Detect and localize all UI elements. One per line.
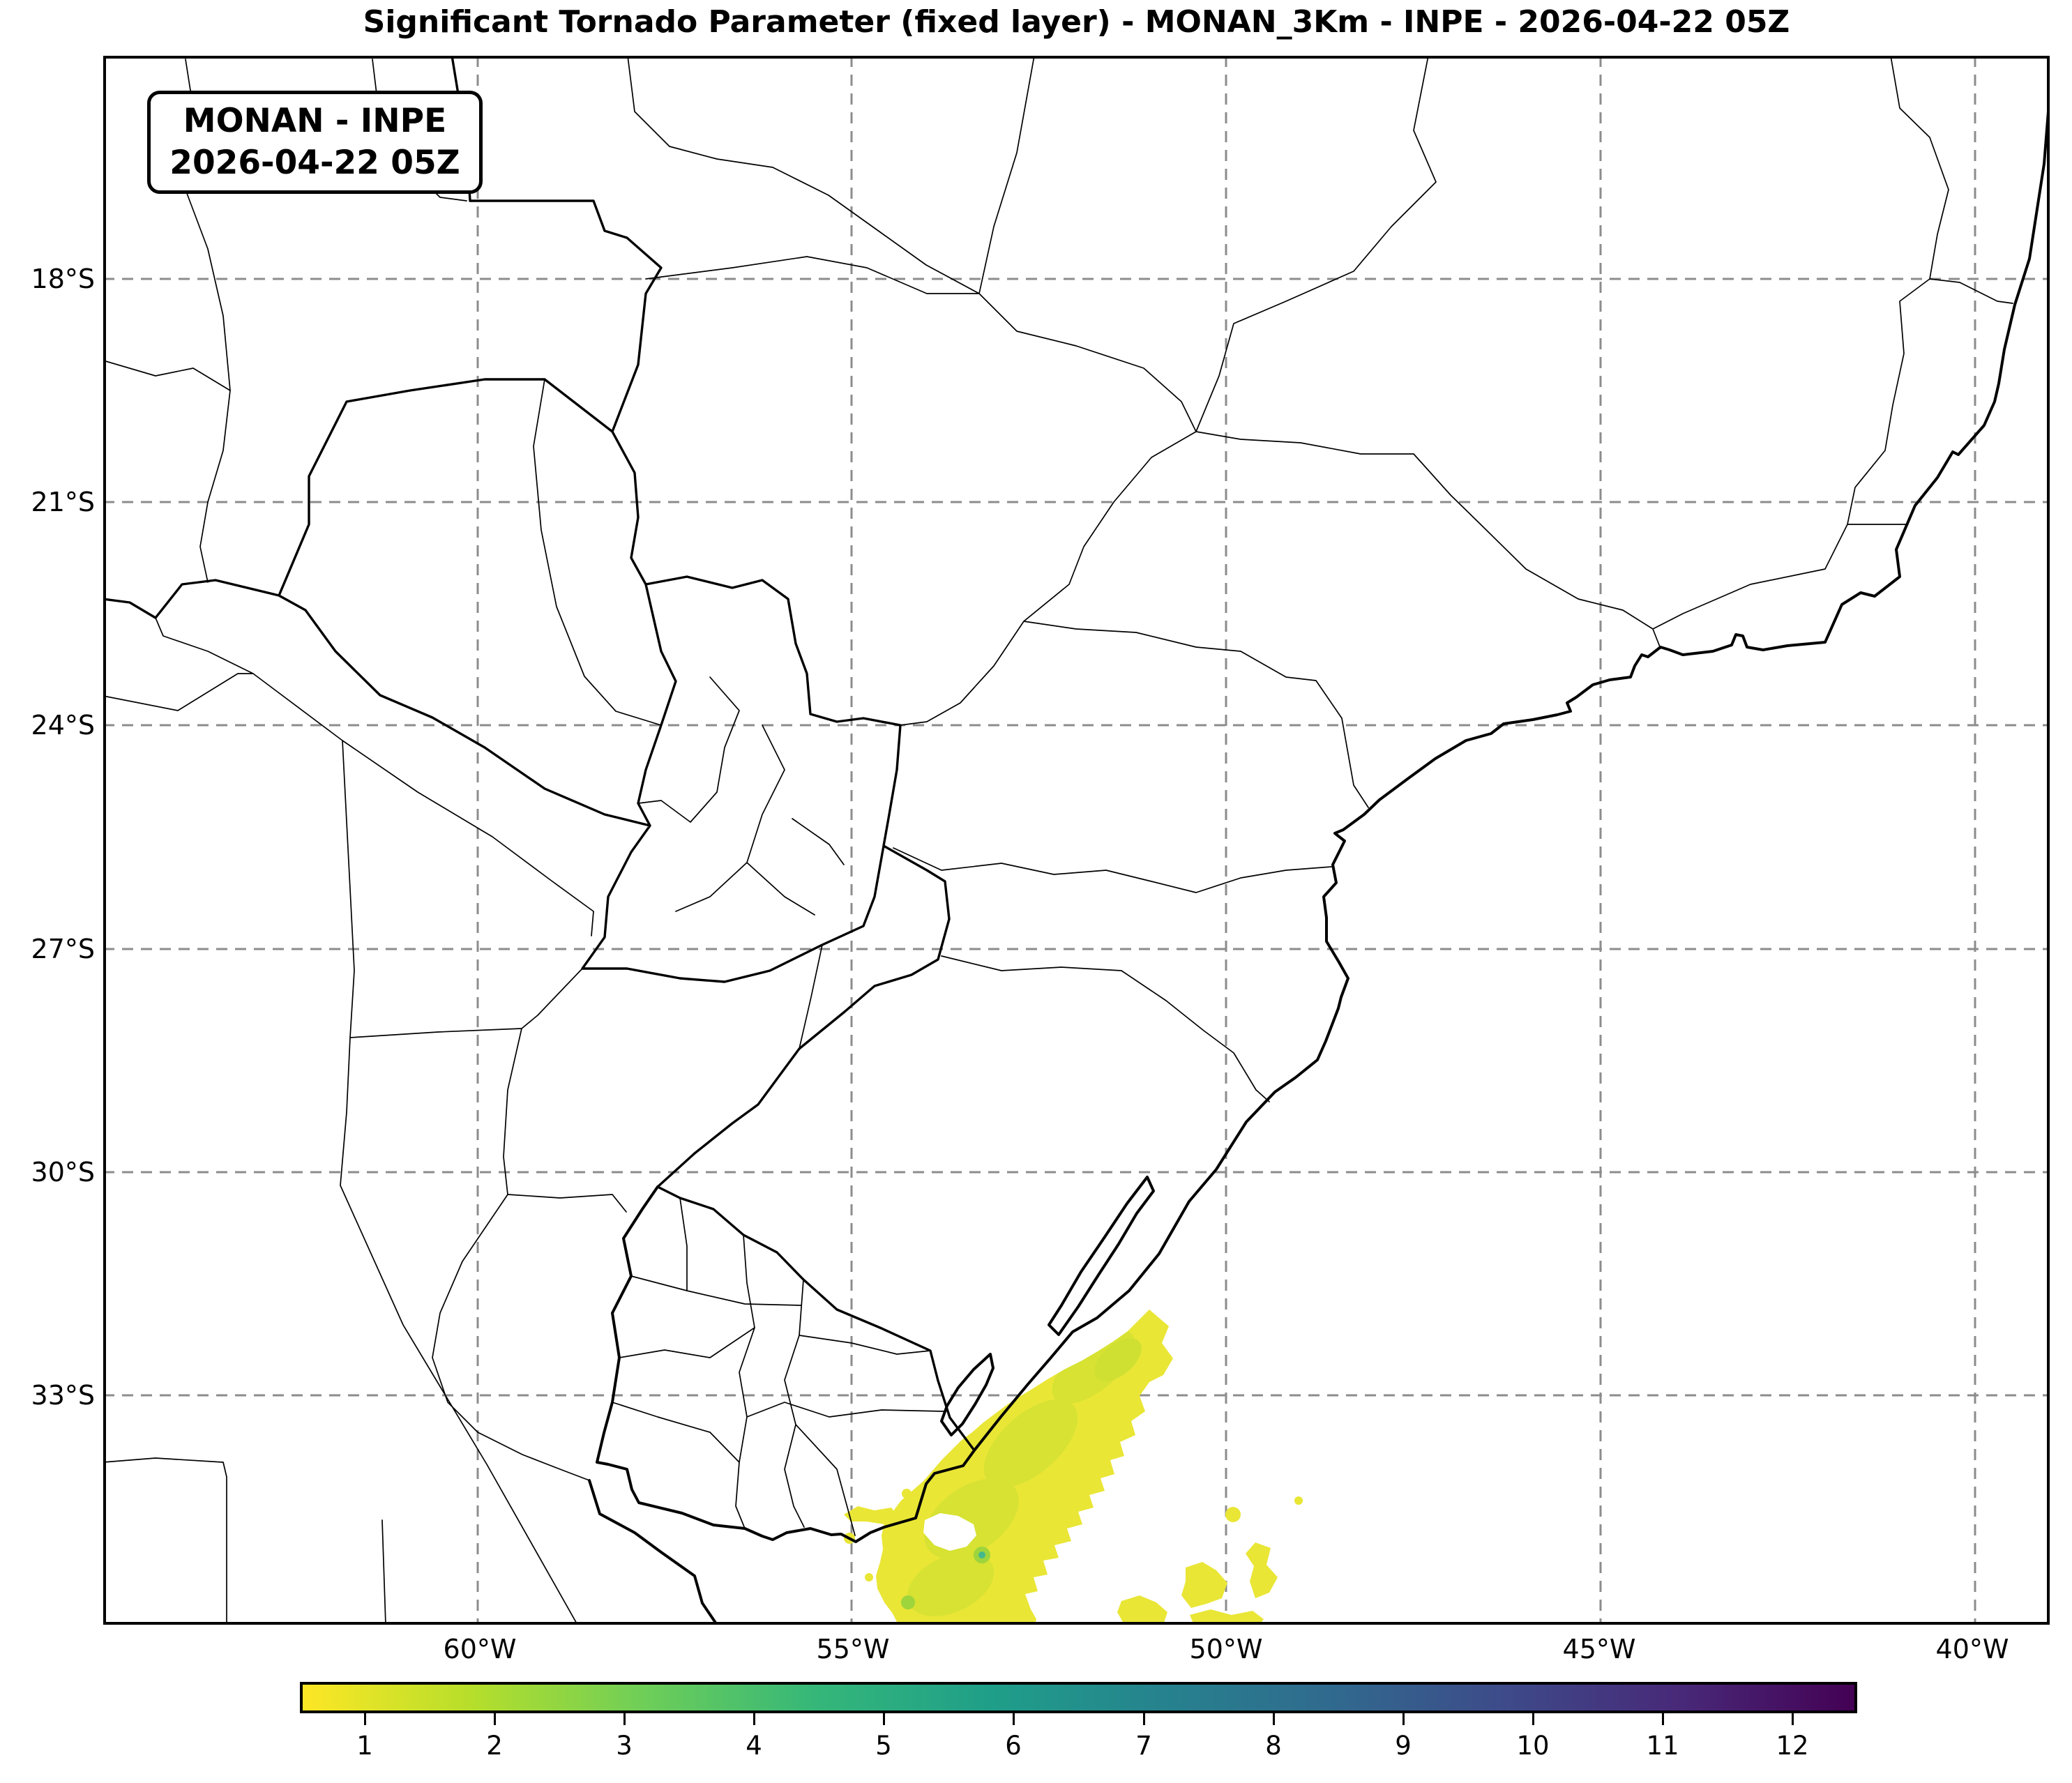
country-borders-path [103, 56, 976, 1452]
state-department-borders-path [103, 56, 2013, 1625]
colorbar-tickmark-6 [1013, 1713, 1015, 1725]
lat-tick-30s: 30°S [31, 1157, 95, 1188]
colorbar-label-3: 3 [616, 1731, 633, 1761]
lat-lon-gridlines [103, 56, 2050, 1625]
colorbar-tickmark-5 [883, 1713, 885, 1725]
coastline-path [588, 93, 2050, 1625]
lon-tick-40w: 40°W [1935, 1634, 2009, 1664]
stp-contour-field [844, 1310, 1303, 1625]
colorbar-tickmark-1 [364, 1713, 366, 1725]
map-canvas [103, 56, 2050, 1625]
colorbar-tickmark-11 [1662, 1713, 1664, 1725]
colorbar-label-2: 2 [486, 1731, 503, 1761]
colorbar-tickmark-9 [1402, 1713, 1405, 1725]
model-name-label: MONAN - INPE [183, 102, 447, 140]
colorbar-label-8: 8 [1265, 1731, 1282, 1761]
colorbar-tickmark-4 [753, 1713, 755, 1725]
lon-tick-50w: 50°W [1189, 1634, 1263, 1664]
stp-inner-higher-values [901, 1329, 1142, 1616]
colorbar-label-5: 5 [875, 1731, 892, 1761]
colorbar-tickmark-8 [1273, 1713, 1275, 1725]
lat-tick-18s: 18°S [31, 264, 95, 294]
map-border [103, 56, 2050, 1625]
stp-outlying-patches [844, 1489, 1303, 1625]
lon-tick-60w: 60°W [443, 1634, 517, 1664]
lon-tick-45w: 45°W [1562, 1634, 1636, 1664]
colorbar-gradient [300, 1682, 1857, 1713]
colorbar-label-10: 10 [1516, 1731, 1550, 1761]
colorbar-label-12: 12 [1776, 1731, 1809, 1761]
lat-tick-24s: 24°S [31, 710, 95, 741]
colorbar-label-6: 6 [1005, 1731, 1022, 1761]
model-run-info-box: MONAN - INPE 2026-04-22 05Z [147, 91, 483, 194]
lon-tick-55w: 55°W [816, 1634, 890, 1664]
colorbar-tickmark-12 [1792, 1713, 1794, 1725]
colorbar-label-11: 11 [1646, 1731, 1679, 1761]
stp-hole [923, 1513, 976, 1551]
colorbar-label-7: 7 [1135, 1731, 1152, 1761]
colorbar-tickmark-10 [1532, 1713, 1534, 1725]
lat-tick-21s: 21°S [31, 487, 95, 517]
colorbar-tickmark-3 [623, 1713, 626, 1725]
colorbar-label-1: 1 [356, 1731, 373, 1761]
lat-tick-33s: 33°S [31, 1380, 95, 1411]
page-title: Significant Tornado Parameter (fixed lay… [363, 4, 1790, 40]
colorbar-label-9: 9 [1395, 1731, 1412, 1761]
lat-tick-27s: 27°S [31, 934, 95, 964]
colorbar-label-4: 4 [746, 1731, 762, 1761]
colorbar-tickmark-7 [1143, 1713, 1145, 1725]
valid-time-label: 2026-04-22 05Z [169, 144, 460, 182]
colorbar-tickmark-2 [494, 1713, 496, 1725]
